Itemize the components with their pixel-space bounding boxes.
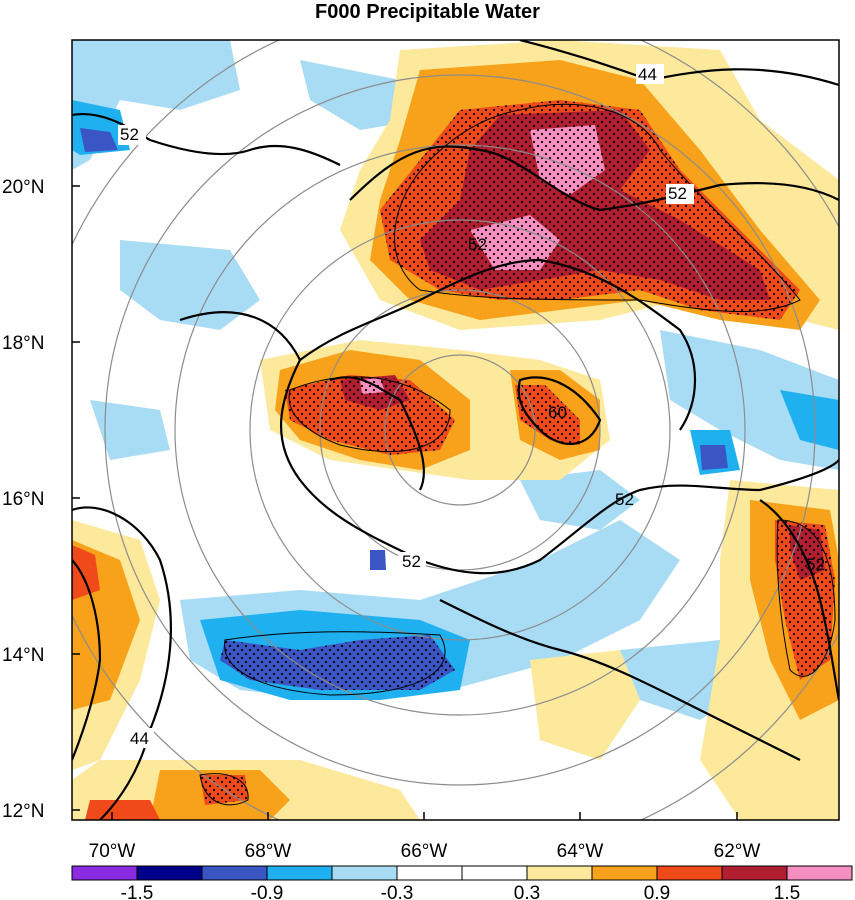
colorbar-swatch: [786, 865, 853, 881]
colorbar-label: 0.3: [514, 883, 540, 900]
colorbar-swatch: [266, 865, 333, 881]
anomaly-contour: [394, 103, 801, 312]
significance-stipple: [515, 385, 580, 445]
contour-52: [759, 499, 839, 701]
contour-60: [517, 376, 602, 445]
colorbar-swatch: [721, 865, 788, 881]
light-blue-area: [520, 470, 640, 530]
contour-labels: 44 52 52 52 60 52 52 52 44: [118, 64, 825, 748]
contour-52: [72, 112, 341, 166]
mid-blue-area: [780, 390, 839, 450]
contour-label: 52: [806, 555, 825, 574]
contour-label: 52: [120, 125, 139, 144]
colorbar: -1.5 -0.9 -0.3 0.3 0.9 1.5: [71, 865, 853, 900]
colorbar-swatch: [591, 865, 658, 881]
light-yellow-area: [530, 650, 640, 760]
contour-52: [179, 311, 839, 575]
contour-44: [72, 559, 102, 761]
longitude-label: 68°W: [245, 841, 292, 862]
significance-stipple: [380, 100, 800, 320]
colorbar-swatch: [136, 865, 203, 881]
colorbar-label: -0.3: [381, 883, 414, 900]
anomaly-contour: [776, 519, 836, 677]
contour-label: 52: [468, 235, 487, 254]
significance-stipple: [285, 375, 455, 455]
contour-label: 44: [130, 729, 149, 748]
contour-label: 52: [668, 184, 687, 203]
contour-52: [349, 145, 839, 212]
colorbar-label: 1.5: [774, 883, 800, 900]
longitude-label: 64°W: [557, 841, 604, 862]
range-rings: [72, 40, 839, 820]
light-blue-area: [660, 330, 839, 470]
latitude-label: 12°N: [2, 801, 44, 822]
longitude-label: 62°W: [714, 841, 761, 862]
plot-frame: [71, 39, 840, 821]
contour-label: 52: [402, 552, 421, 571]
contour-52: [72, 506, 172, 820]
colorbar-swatch: [331, 865, 398, 881]
colorbar-label: 0.9: [644, 883, 670, 900]
contour-52: [439, 599, 801, 761]
latitude-label: 14°N: [2, 645, 44, 666]
contour-52: [329, 376, 425, 491]
longitude-axis: 70°W 68°W 66°W 64°W 62°W: [89, 812, 761, 862]
colorbar-swatch: [396, 865, 463, 881]
significance-stipple: [220, 635, 455, 690]
dark-blue-area: [700, 445, 728, 470]
light-blue-area: [300, 60, 420, 130]
dark-blue-area: [80, 128, 118, 152]
colorbar-label: -0.9: [251, 883, 284, 900]
latitude-label: 16°N: [2, 489, 44, 510]
anomaly-contour: [288, 376, 451, 453]
contour-label: 52: [615, 490, 634, 509]
map-title: F000 Precipitable Water: [315, 1, 540, 23]
colorbar-swatch: [461, 865, 528, 881]
anomaly-contour: [199, 773, 249, 806]
red-orange-area: [72, 545, 100, 600]
latitude-label: 20°N: [2, 177, 44, 198]
latitude-axis: 20°N 18°N 16°N 14°N 12°N: [2, 177, 80, 822]
colorbar-label: -1.5: [121, 883, 154, 900]
colorbar-swatch: [656, 865, 723, 881]
light-blue-area: [120, 240, 260, 330]
contour-label: 44: [638, 65, 657, 84]
contour-52: [299, 258, 696, 431]
anomaly-shading: [72, 40, 839, 820]
anomaly-contours: [199, 103, 836, 806]
longitude-label: 66°W: [401, 841, 448, 862]
light-blue-area: [90, 400, 170, 460]
longitude-label: 70°W: [89, 841, 136, 862]
light-blue-area: [72, 40, 240, 170]
contour-label: 60: [548, 403, 567, 422]
red-orange-area: [85, 800, 160, 820]
colorbar-swatch: [201, 865, 268, 881]
latitude-label: 18°N: [2, 333, 44, 354]
colorbar-swatch: [71, 865, 138, 881]
dark-blue-area: [370, 550, 386, 570]
anomaly-contour: [224, 631, 446, 696]
colorbar-swatch: [526, 865, 593, 881]
